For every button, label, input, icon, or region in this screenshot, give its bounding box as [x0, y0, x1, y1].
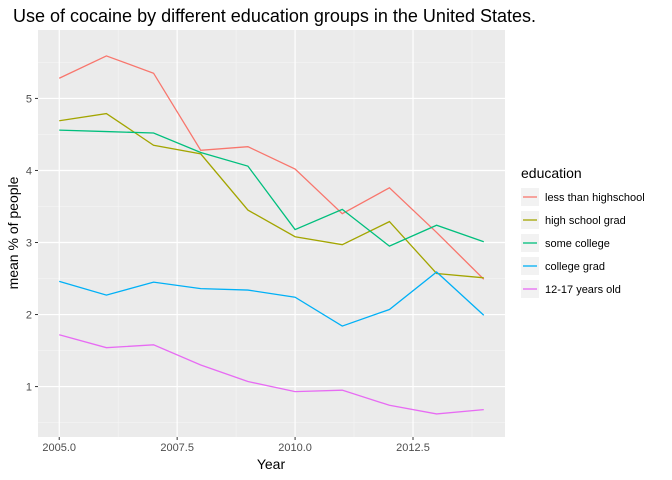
y-tick-label: 5 — [26, 93, 32, 105]
chart-title: Use of cocaine by different education gr… — [13, 6, 536, 26]
series-line-less-than-highschool — [58, 55, 485, 280]
legend: education less than highschool high schoo… — [521, 165, 645, 298]
x-axis-title: Year — [257, 456, 286, 472]
series-line-some-college — [59, 129, 484, 247]
x-tick-label: 2007.5 — [160, 442, 194, 454]
series-line-college-grad — [59, 271, 485, 327]
legend-label: some college — [545, 238, 610, 250]
legend-label: less than highschool — [545, 192, 645, 204]
series-line-12-17-years-old — [59, 334, 484, 415]
y-tick-label: 3 — [26, 238, 32, 250]
y-tick-label: 1 — [26, 382, 32, 394]
legend-title: education — [521, 165, 582, 181]
y-tick-label: 2 — [26, 310, 32, 322]
x-axis-ticks: 2005.0 2007.5 2010.0 2012.5 — [42, 437, 430, 454]
legend-label: 12-17 years old — [545, 284, 621, 296]
x-tick-label: 2012.5 — [396, 442, 430, 454]
grid-major — [38, 30, 505, 437]
grid-minor — [38, 30, 505, 437]
plot-panel — [38, 30, 505, 437]
y-axis-title: mean % of people — [5, 176, 21, 289]
x-tick-label: 2005.0 — [42, 442, 76, 454]
y-tick-label: 4 — [26, 165, 32, 177]
legend-label: college grad — [545, 261, 605, 273]
legend-label: high school grad — [545, 215, 626, 227]
x-tick-label: 2010.0 — [278, 442, 312, 454]
series-lines — [58, 55, 485, 415]
y-axis-ticks: 1 2 3 4 5 — [26, 93, 38, 394]
series-line-high-school-grad — [59, 112, 484, 279]
